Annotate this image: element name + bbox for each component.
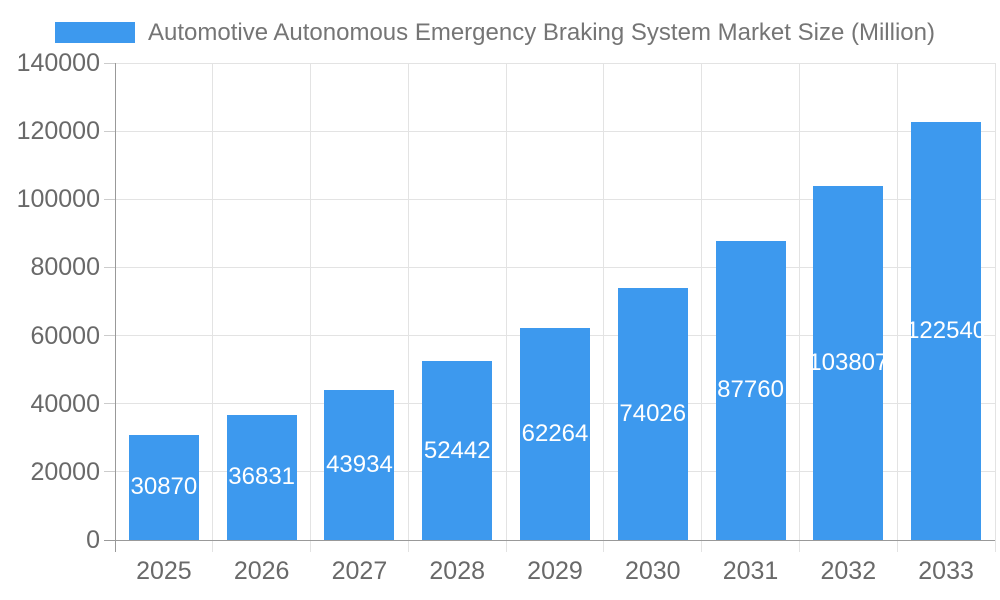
bar-value-label: 122540 — [906, 317, 987, 345]
x-tick-label: 2029 — [527, 557, 583, 585]
y-tick-mark — [104, 471, 115, 473]
y-tick-label: 0 — [86, 526, 100, 554]
bar-value-label: 103807 — [808, 349, 889, 377]
bar — [226, 414, 297, 540]
x-tick-label: 2033 — [918, 557, 974, 585]
y-tick-mark — [104, 266, 115, 268]
x-gridline — [896, 63, 898, 552]
bar-value-label: 36831 — [228, 463, 296, 491]
bar — [520, 327, 590, 540]
y-tick-mark — [104, 62, 115, 64]
y-axis-line — [114, 63, 116, 552]
bar — [128, 434, 199, 540]
bar — [324, 390, 395, 540]
x-axis-line — [104, 539, 995, 541]
bar — [911, 122, 982, 540]
x-tick-label: 2026 — [233, 557, 290, 585]
x-gridline — [212, 63, 214, 552]
bar-value-label: 30870 — [130, 473, 198, 501]
y-tick-mark — [104, 335, 115, 337]
y-gridline — [115, 198, 995, 200]
x-tick-label: 2027 — [331, 557, 388, 585]
y-tick-label: 20000 — [30, 457, 100, 486]
bar-value-label: 52442 — [423, 436, 491, 464]
y-tick-mark — [104, 198, 115, 200]
y-gridline — [115, 266, 995, 268]
y-tick-label: 120000 — [16, 117, 100, 146]
bar-value-label: 43934 — [326, 451, 393, 479]
y-tick-label: 80000 — [30, 253, 100, 282]
x-tick-label: 2032 — [820, 557, 877, 585]
bar — [422, 361, 493, 540]
y-gridline — [115, 62, 995, 64]
bar-value-label: 74026 — [619, 399, 687, 427]
bar-value-label: 62264 — [521, 419, 589, 447]
y-tick-mark — [104, 130, 115, 132]
y-tick-label: 40000 — [30, 389, 100, 418]
x-gridline — [603, 63, 605, 552]
x-gridline — [407, 63, 409, 552]
y-tick-label: 140000 — [16, 49, 100, 77]
y-tick-label: 100000 — [16, 185, 100, 214]
legend-label: Automotive Autonomous Emergency Braking … — [148, 19, 935, 46]
bar-value-label: 87760 — [717, 376, 784, 404]
x-tick-label: 2028 — [429, 557, 486, 585]
x-gridline — [505, 63, 507, 552]
x-tick-label: 2030 — [624, 557, 681, 585]
y-gridline — [115, 130, 995, 132]
x-gridline — [798, 63, 800, 552]
bar — [715, 240, 786, 540]
x-tick-label: 2025 — [136, 557, 192, 585]
x-gridline — [994, 63, 996, 552]
x-tick-label: 2031 — [722, 557, 779, 585]
x-gridline — [310, 63, 312, 552]
bar — [813, 186, 884, 540]
y-tick-mark — [104, 403, 115, 405]
legend-swatch — [55, 22, 135, 43]
y-tick-label: 60000 — [30, 321, 100, 350]
chart-legend: Automotive Autonomous Emergency Braking … — [0, 0, 1000, 55]
x-gridline — [701, 63, 703, 552]
bar — [617, 287, 688, 540]
